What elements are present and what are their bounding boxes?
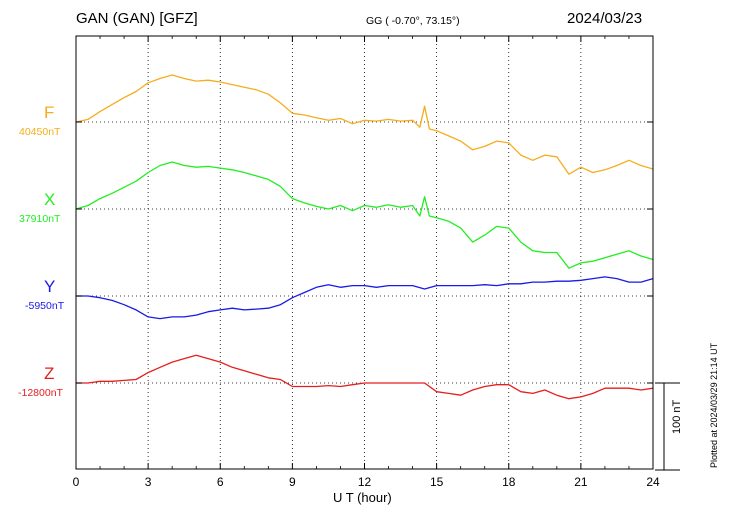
series-layer: [75, 74, 654, 400]
scale-bar-label: 100 nT: [671, 399, 683, 434]
series-y-baseline: -5950nT: [25, 300, 65, 312]
x-tick-label: 6: [217, 475, 224, 489]
grid-layer: [76, 36, 653, 469]
series-x-baseline: 37910nT: [19, 213, 61, 225]
series-f-letter: F: [44, 103, 55, 122]
series-z-baseline: -12800nT: [18, 387, 63, 399]
x-tick-label: 9: [289, 475, 296, 489]
x-tick-label: 0: [73, 475, 80, 489]
x-tick-label: 24: [646, 475, 660, 489]
x-tick-label: 18: [502, 475, 516, 489]
x-tick-label: 12: [358, 475, 372, 489]
series-z-letter: Z: [44, 364, 55, 383]
series-y-letter: Y: [44, 277, 56, 296]
station-title: GAN (GAN) [GFZ]: [76, 10, 198, 27]
series-x-line: [75, 161, 654, 269]
coordinates-label: GG ( -0.70°, 73.15°): [366, 15, 460, 27]
x-tick-label: 21: [574, 475, 588, 489]
x-tick-label: 3: [145, 475, 152, 489]
frame-layer: 0 3 6 9 12 15 18 21 24: [73, 35, 680, 489]
series-x-letter: X: [44, 190, 56, 209]
series-y-line: [76, 276, 654, 320]
x-axis-label: U T (hour): [333, 490, 392, 505]
plotted-timestamp: Plotted at 2024/03/29 21:14 UT: [709, 342, 719, 468]
date-label: 2024/03/23: [567, 10, 643, 27]
series-z-line: [76, 354, 654, 400]
x-tick-label: 15: [430, 475, 444, 489]
series-f-line: [75, 74, 654, 175]
series-f-baseline: 40450nT: [19, 126, 61, 138]
